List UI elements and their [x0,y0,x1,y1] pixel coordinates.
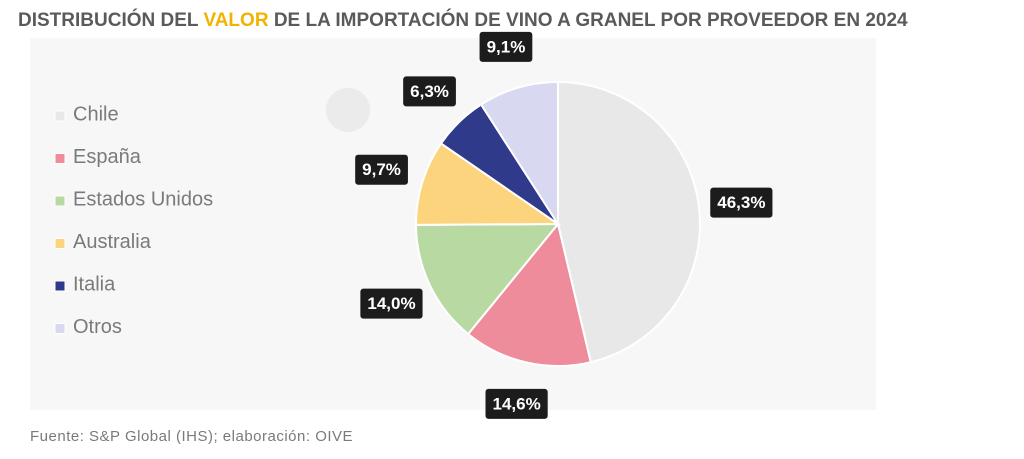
decoration [326,88,370,132]
legend-label: Australia [73,231,152,253]
chart-title: DISTRIBUCIÓN DEL VALOR DE LA IMPORTACIÓN… [18,9,908,31]
title-part: DE LA IMPORTACIÓN DE VINO A GRANEL POR P… [274,9,908,31]
legend-swatch [54,110,66,122]
legend-label: Italia [73,273,116,295]
data-label-box [479,31,533,62]
pie-slice [557,80,701,364]
data-label: 6,3% [410,82,449,101]
title-highlight: VALOR [203,10,268,31]
legend-swatch [54,195,66,207]
data-label: 14,0% [367,294,415,313]
legend-swatch [54,238,66,249]
data-label-box [710,187,773,218]
data-label-box [485,388,548,419]
title-part: DISTRIBUCIÓN DEL [18,9,199,31]
data-label-box [403,76,456,107]
pie-slice [479,80,559,228]
legend-swatch [54,323,66,334]
legend-label: España [73,146,142,168]
legend-label: Estados Unidos [73,188,213,210]
data-label: 9,1% [487,37,526,56]
legend-label: Chile [73,103,119,125]
data-label: 14,6% [492,394,540,413]
source-note: Fuente: S&P Global (IHS); elaboración: O… [30,428,353,445]
legend-swatch [54,280,66,292]
data-label: 46,3% [717,193,765,212]
legend-label: Otros [73,316,122,338]
pie-slice [466,221,592,367]
pie-slice [415,142,562,226]
legend-swatch [54,153,66,164]
data-label: 9,7% [362,160,401,179]
pie-slice [414,222,561,336]
data-label-box [355,154,408,185]
data-label-box [360,288,423,319]
